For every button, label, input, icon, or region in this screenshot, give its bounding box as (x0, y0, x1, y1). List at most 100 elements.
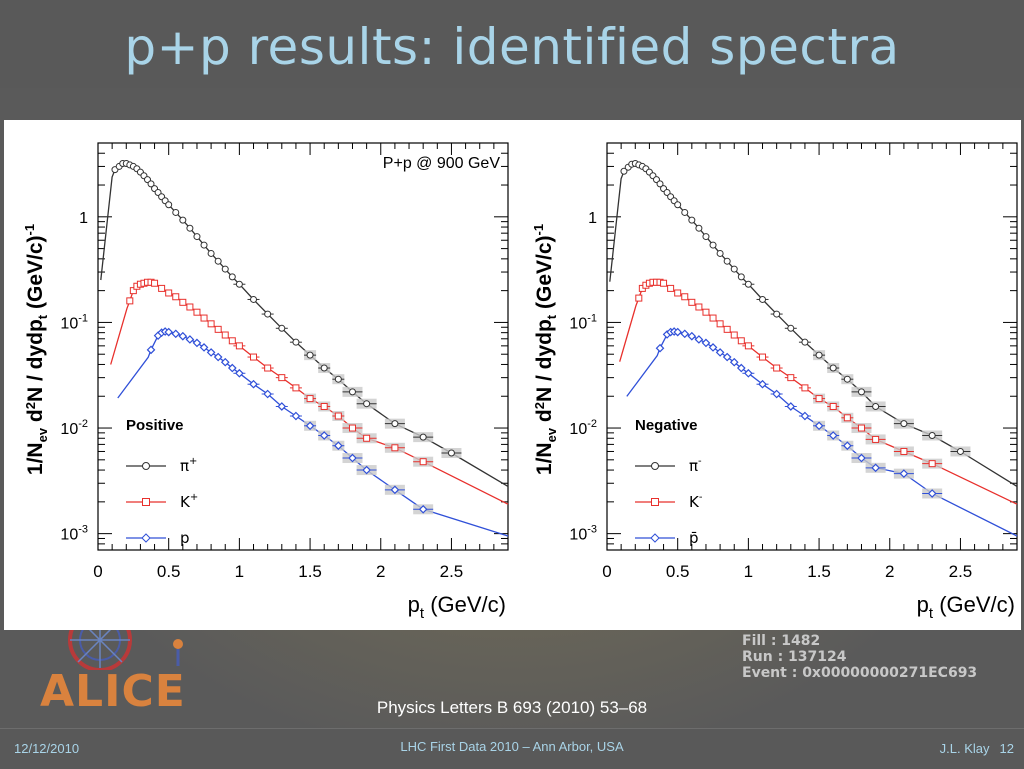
data-point (737, 273, 745, 281)
data-point (899, 469, 909, 478)
y-tick-label: 10-2 (569, 418, 597, 438)
legend-entry: π- (635, 456, 702, 475)
alice-emblem-icon (68, 630, 183, 670)
figure-panel: 0 0.5 1 1.5 2 2.5 10-3 10-2 10-1 1 pt (GeV/c) 1/Nev… (4, 120, 1021, 630)
data-point (801, 384, 809, 392)
event-run: Run : 137124 (742, 649, 847, 665)
legend-label: π- (689, 456, 702, 475)
data-point (419, 433, 427, 441)
legend-label: K+ (180, 492, 198, 511)
data-point (744, 368, 753, 378)
data-point (687, 331, 697, 341)
data-point (723, 325, 731, 333)
y-tick-label: 10-3 (60, 524, 88, 544)
data-point (674, 201, 682, 209)
data-point (179, 298, 187, 306)
data-point (235, 368, 244, 378)
y-tick-label: 10-1 (569, 312, 597, 332)
y-tick-label: 1 (79, 210, 88, 227)
data-point (843, 375, 851, 383)
positive-plot-frame (97, 142, 509, 551)
data-point (319, 431, 329, 440)
data-point (928, 431, 936, 439)
alice-logo: ALICE (40, 666, 186, 717)
data-point (333, 441, 343, 451)
data-point (206, 348, 216, 357)
data-point (264, 310, 272, 318)
data-point (716, 249, 724, 257)
legend-title: Positive (126, 417, 184, 434)
x-tick-label: 1.5 (807, 562, 831, 581)
footer-bar (0, 728, 1024, 769)
data-point (829, 364, 837, 372)
data-point (235, 342, 243, 350)
data-point (207, 320, 215, 328)
data-point (193, 308, 201, 316)
data-point (716, 320, 724, 328)
data-point (772, 389, 782, 399)
legend-label: K- (689, 492, 703, 511)
data-point (214, 257, 222, 265)
data-point (363, 400, 371, 408)
y-tick-label: 1 (588, 210, 597, 227)
data-point (759, 353, 767, 361)
data-point (213, 352, 223, 362)
data-point (391, 420, 399, 428)
data-point (815, 351, 823, 359)
chart-annotation: P+p @ 900 GeV (383, 155, 501, 172)
data-point (688, 216, 696, 224)
data-point (667, 284, 675, 292)
footer-event: LHC First Data 2010 – Ann Arbor, USA (400, 739, 624, 754)
legend-marker (142, 498, 150, 506)
event-info: Fill : 1482 Run : 137124 Event : 0x00000… (742, 633, 977, 681)
data-point (363, 434, 371, 442)
data-point (730, 331, 738, 339)
data-point (857, 388, 865, 396)
data-point (744, 280, 752, 288)
data-point (178, 331, 188, 341)
data-point (702, 233, 710, 241)
data-point (709, 314, 717, 322)
data-point (759, 295, 767, 303)
data-point (292, 338, 300, 346)
data-point (306, 351, 314, 359)
data-point (320, 364, 328, 372)
positive-series-1 (111, 159, 462, 459)
data-point (447, 449, 455, 457)
footer-author: J.L. Klay (939, 741, 990, 756)
data-point (900, 420, 908, 428)
event-fill: Fill : 1482 (742, 633, 821, 649)
data-point (277, 402, 287, 411)
data-point (758, 379, 767, 389)
negative-series-2 (635, 278, 943, 469)
data-point (828, 431, 838, 440)
data-point (635, 294, 643, 302)
data-point (151, 279, 159, 287)
data-point (928, 460, 936, 468)
legend-label: p̄ (689, 529, 699, 547)
data-point (263, 389, 273, 399)
x-tick-label: 1 (235, 562, 244, 581)
data-point (737, 337, 745, 345)
data-point (736, 363, 746, 373)
data-point (418, 504, 428, 514)
data-point (729, 357, 739, 367)
data-point (179, 216, 187, 224)
footer-right: J.L. Klay 12 (930, 741, 1014, 756)
y-axis-label: 1/Nev d2N / dydpt (GeV/c)-1 (22, 224, 50, 475)
legend-label: p (180, 529, 190, 547)
data-point (221, 265, 229, 273)
data-point (192, 338, 202, 348)
data-point (250, 353, 258, 361)
positive-fit-curve-2 (110, 281, 509, 505)
data-point (200, 314, 208, 322)
data-point (207, 249, 215, 257)
data-point (391, 444, 399, 452)
negative-series-3 (655, 327, 943, 499)
page-number: 12 (999, 741, 1014, 756)
data-point (787, 374, 795, 382)
y-axis-label: 1/Nev d2N / dydpt (GeV/c)-1 (531, 224, 559, 475)
negative-series-1 (620, 159, 971, 457)
data-point (723, 257, 731, 265)
data-point (126, 297, 134, 305)
